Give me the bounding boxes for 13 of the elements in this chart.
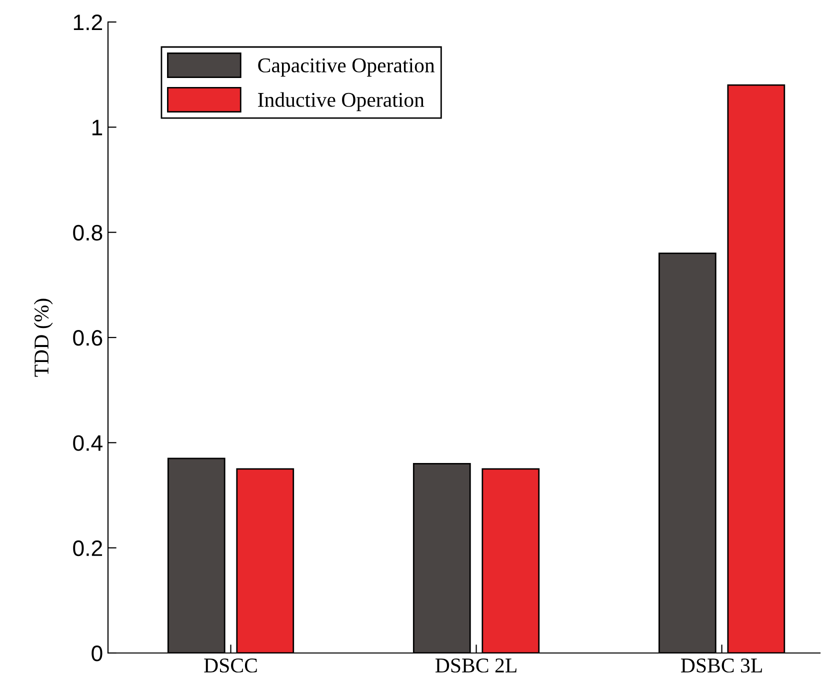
x-tick-label: DSBC 3L: [681, 658, 762, 673]
y-tick-label: 0.8: [73, 224, 102, 241]
y-tick-label: 1: [92, 120, 102, 136]
y-tick-label: 1.2: [74, 14, 102, 30]
legend-label: Capacitive Operation: [258, 58, 435, 77]
y-tick-label: 0.2: [73, 540, 102, 556]
y-tick-label: 0.4: [73, 435, 102, 451]
x-tick-label: DSBC 2L: [435, 658, 516, 673]
y-axis-title: TDD (%): [34, 298, 53, 377]
legend-label: Inductive Operation: [258, 92, 424, 112]
x-tick-label: DSCC: [204, 658, 257, 673]
y-tick-label: 0: [92, 646, 102, 662]
y-tick-label: 0.6: [73, 330, 102, 346]
